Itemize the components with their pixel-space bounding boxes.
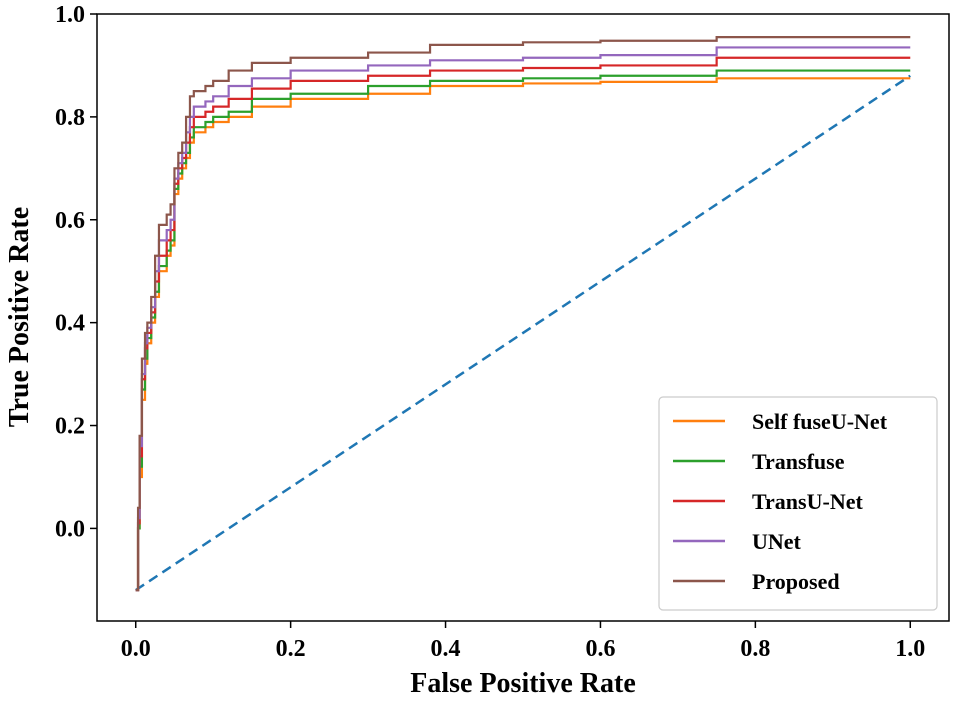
y-tick-label: 0.4 bbox=[55, 311, 85, 337]
y-axis-ticks: 0.0 0.2 0.4 0.6 0.8 1.0 bbox=[55, 2, 97, 542]
series-line-self-fuseu-net bbox=[135, 77, 911, 592]
legend-label-self-fuseu-net: Self fuseU-Net bbox=[752, 409, 888, 434]
x-tick-label: 0.6 bbox=[585, 636, 615, 662]
y-tick-label: 0.2 bbox=[55, 414, 85, 440]
diagonal-reference-line bbox=[135, 74, 911, 592]
x-axis-ticks: 0.0 0.2 0.4 0.6 0.8 1.0 bbox=[121, 621, 925, 662]
plot-frame bbox=[96, 13, 950, 622]
x-axis-label: False Positive Rate bbox=[410, 668, 636, 697]
legend-label-transfuse: Transfuse bbox=[752, 449, 845, 474]
x-tick-label: 0.4 bbox=[431, 636, 461, 662]
legend-label-proposed: Proposed bbox=[752, 569, 840, 594]
legend: Self fuseU-Net Transfuse TransU-Net UNet Pro… bbox=[658, 396, 938, 611]
series-line-transfuse bbox=[135, 69, 911, 592]
series-line-proposed bbox=[135, 36, 911, 592]
legend-box bbox=[658, 396, 938, 611]
y-tick-label: 1.0 bbox=[55, 2, 85, 28]
y-tick-label: 0.0 bbox=[55, 516, 85, 542]
x-tick-label: 0.2 bbox=[276, 636, 306, 662]
x-tick-label: 0.8 bbox=[740, 636, 770, 662]
x-tick-label: 0.0 bbox=[121, 636, 151, 662]
x-tick-label: 1.0 bbox=[895, 636, 925, 662]
plot-lines bbox=[135, 36, 911, 592]
series-line-transu-net bbox=[135, 56, 911, 592]
y-axis-label: True Positive Rate bbox=[4, 207, 35, 427]
legend-label-unet: UNet bbox=[752, 529, 802, 554]
legend-label-transu-net: TransU-Net bbox=[752, 489, 863, 514]
y-tick-label: 0.6 bbox=[55, 208, 85, 234]
y-tick-label: 0.8 bbox=[55, 105, 85, 131]
series-line-unet bbox=[135, 46, 911, 592]
